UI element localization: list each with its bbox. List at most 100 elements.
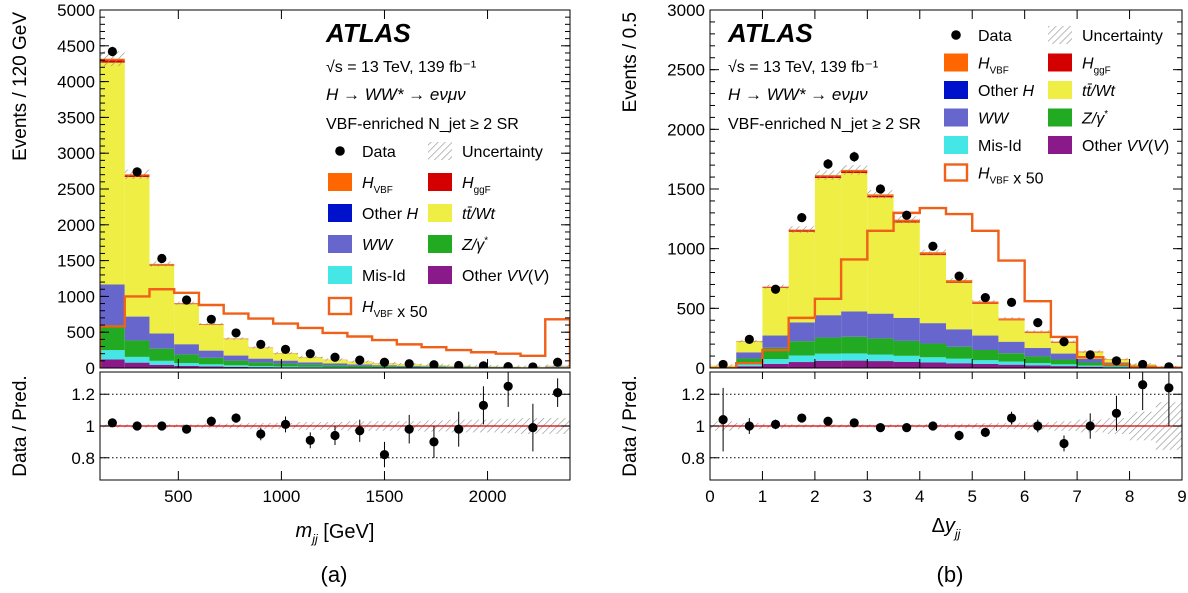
- data-point: [231, 328, 241, 338]
- ratio-point: [330, 430, 340, 441]
- legend: Data Uncertainty HVBF HggF Other H tt̄/Wt WW Z/…: [943, 26, 1169, 188]
- legend-item-data: Data: [335, 144, 396, 161]
- legend-swatch: [944, 53, 968, 72]
- bar-ww: [893, 318, 920, 341]
- bar-zg: [347, 365, 373, 368]
- data-point: [330, 352, 340, 362]
- y-tick-label: 4500: [57, 37, 95, 56]
- data-point: [553, 357, 563, 367]
- ratio-point: [355, 426, 365, 436]
- x-tick-label: 7: [1072, 487, 1081, 506]
- bar-ww: [100, 284, 125, 326]
- bar-zg: [1024, 356, 1051, 363]
- data-point: [1033, 318, 1043, 328]
- legend-label: Z/γ*: [461, 235, 488, 254]
- bar-zg: [149, 348, 175, 361]
- legend-swatch: [1048, 136, 1072, 154]
- bar-othervv: [788, 362, 815, 368]
- data-point: [1059, 337, 1069, 347]
- y-axis-label: Events / 0.5: [620, 12, 641, 112]
- data-point: [980, 292, 990, 303]
- legend-item-hvbf50: HVBF x 50: [943, 163, 1044, 188]
- legend-label: tt̄/Wt: [462, 206, 495, 223]
- region-label: VBF-enriched N_jet ≥ 2 SR: [326, 116, 519, 133]
- bar-othervv: [972, 363, 999, 368]
- bar-ww: [124, 316, 150, 341]
- legend-item-zg: Z/γ*: [1048, 108, 1108, 128]
- bar-ww: [149, 333, 175, 349]
- data-point: [928, 241, 938, 251]
- data-point: [280, 344, 291, 354]
- y-tick-label: 2500: [57, 180, 95, 199]
- energy-label: √s = 13 TeV, 139 fb⁻¹: [728, 59, 878, 76]
- legend-item-unc: Uncertainty: [428, 142, 543, 161]
- legend-label: Uncertainty: [462, 144, 543, 161]
- x-tick-label: 6: [1020, 487, 1029, 506]
- ratio-point: [404, 424, 414, 434]
- panel-a: 0500100015002000250030003500400045005000…: [10, 1, 571, 546]
- bar-misid: [736, 363, 763, 367]
- bar-top: [248, 347, 274, 359]
- x-tick-label: 2000: [469, 487, 507, 506]
- bar-top: [149, 265, 175, 334]
- ratio-y-tick-label: 1.2: [71, 385, 95, 404]
- legend-label: Mis-Id: [362, 268, 406, 285]
- legend-label: HVBF x 50: [362, 299, 428, 321]
- bar-zg: [919, 343, 946, 358]
- x-tick-label: 1: [758, 487, 767, 506]
- bar-ww: [297, 362, 323, 365]
- bar-top: [174, 304, 199, 345]
- bar-top: [273, 353, 298, 361]
- atlas-label: ATLAS: [727, 18, 813, 48]
- bar-top: [998, 320, 1025, 342]
- x-tick-label: 4: [915, 487, 924, 506]
- y-tick-label: 0: [86, 359, 95, 378]
- legend-item-hvbf50: HVBF x 50: [327, 296, 428, 321]
- ratio-point: [478, 400, 489, 410]
- legend-label: Other H: [362, 206, 418, 223]
- data-point: [954, 271, 964, 281]
- bar-ww: [223, 355, 249, 361]
- bar-misid: [1050, 364, 1078, 367]
- bar-zg: [814, 337, 842, 354]
- bar-ww: [347, 364, 373, 366]
- data-point: [454, 360, 464, 368]
- ratio-point: [528, 422, 538, 433]
- unc-band: [867, 190, 894, 199]
- bar-ww: [867, 313, 894, 339]
- bar-top: [223, 339, 249, 356]
- bar-othervv: [998, 364, 1025, 368]
- bar-othervv: [893, 361, 920, 368]
- ratio-point: [928, 421, 938, 431]
- ratio-point: [454, 424, 464, 434]
- legend-item-unc: Uncertainty: [1048, 26, 1163, 45]
- data-point: [181, 295, 192, 305]
- ratio-point: [954, 430, 964, 441]
- legend-item-data: Data: [951, 28, 1012, 45]
- x-tick-label: 500: [164, 487, 192, 506]
- data-point: [770, 284, 781, 294]
- bar-top: [867, 197, 894, 314]
- panel-label-a: (a): [321, 562, 348, 587]
- y-tick-label: 5000: [57, 1, 95, 20]
- unc-band: [1024, 330, 1051, 333]
- y-tick-label: 3000: [667, 1, 705, 20]
- legend-item-hggf: HggF: [1048, 53, 1111, 76]
- bar-misid: [100, 350, 125, 360]
- x-tick-label: 5: [967, 487, 976, 506]
- ratio-point: [305, 435, 315, 445]
- data-point: [1164, 362, 1174, 368]
- legend-item-misid: Mis-Id: [328, 266, 406, 285]
- panel-b: 0 500 1000 1500 2000 2500 3000 0 1 2 3 4 5 6 7 8 9 Events…: [620, 1, 1187, 541]
- bar-hggf: [972, 303, 999, 304]
- legend-item-ww: WW: [944, 108, 1010, 128]
- bar-misid: [762, 359, 789, 364]
- bar-misid: [867, 354, 894, 362]
- ratio-y-axis-label: Data / Pred.: [620, 375, 641, 476]
- bar-othervv: [919, 362, 946, 368]
- legend-label: HVBF x 50: [978, 166, 1044, 188]
- bar-othervv: [736, 366, 763, 368]
- x-tick-label: 1500: [366, 487, 404, 506]
- bar-misid: [919, 357, 946, 363]
